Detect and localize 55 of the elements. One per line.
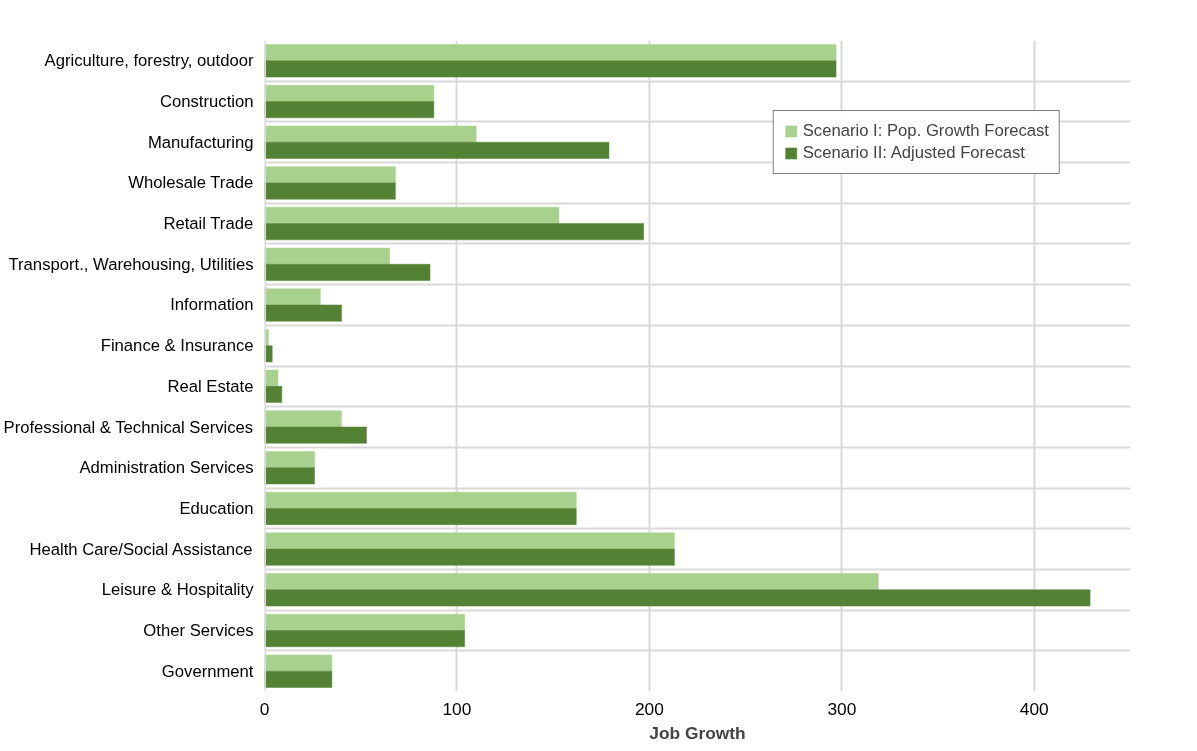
y-tick-label: Leisure & Hospitality — [101, 580, 255, 600]
bar — [264, 304, 342, 322]
y-tick-label: Education — [179, 498, 254, 518]
bar — [264, 573, 879, 591]
bar — [264, 223, 644, 241]
bar — [264, 166, 396, 184]
x-axis-title: Job Growth — [649, 722, 746, 743]
bar — [264, 589, 1091, 607]
bar — [264, 247, 390, 265]
bar — [264, 288, 321, 306]
bar — [264, 264, 431, 281]
bar — [264, 670, 333, 688]
bar — [264, 60, 837, 78]
y-tick-label: Real Estate — [167, 376, 254, 396]
y-tick-label: Transport., Warehousing, Utilities — [8, 254, 254, 274]
bar — [264, 426, 367, 444]
bar — [264, 125, 477, 143]
bar — [264, 386, 283, 403]
x-tick-label: 100 — [442, 698, 472, 719]
x-tick-label: 0 — [259, 698, 270, 719]
bar — [264, 548, 675, 566]
bar — [264, 613, 465, 631]
y-tick-label: Construction — [160, 92, 254, 112]
y-tick-label: Health Care/Social Assistance — [29, 539, 253, 559]
y-tick-label: Agriculture, forestry, outdoor — [44, 51, 254, 71]
bar — [264, 451, 315, 468]
y-tick-label: Manufacturing — [147, 132, 254, 152]
legend-label: Scenario I: Pop. Growth Forecast — [802, 121, 1049, 141]
bar — [264, 491, 577, 509]
bar — [264, 207, 560, 224]
y-tick-label: Wholesale Trade — [128, 173, 254, 193]
y-tick-label: Government — [161, 661, 254, 681]
bar — [264, 508, 577, 525]
y-tick-label: Other Services — [143, 620, 254, 640]
x-tick-label: 200 — [634, 698, 664, 719]
bar — [264, 410, 342, 428]
x-tick-label: 400 — [1019, 698, 1049, 719]
bar — [264, 532, 675, 550]
y-tick-label: Administration Services — [79, 458, 254, 478]
bar — [264, 182, 396, 200]
bar — [264, 654, 333, 672]
bar — [264, 467, 315, 485]
x-tick-label: 300 — [827, 698, 857, 719]
y-tick-label: Information — [170, 295, 254, 315]
y-tick-label: Retail Trade — [163, 214, 254, 234]
bar — [264, 345, 273, 363]
bar — [264, 369, 279, 387]
bar — [264, 630, 465, 647]
bar — [264, 101, 435, 119]
y-tick-label: Finance & Insurance — [100, 336, 254, 356]
bar — [264, 85, 435, 102]
y-tick-label: Professional & Technical Services — [3, 417, 254, 437]
bar — [264, 141, 610, 159]
legend-label: Scenario II: Adjusted Forecast — [802, 143, 1025, 163]
bar — [264, 44, 837, 62]
